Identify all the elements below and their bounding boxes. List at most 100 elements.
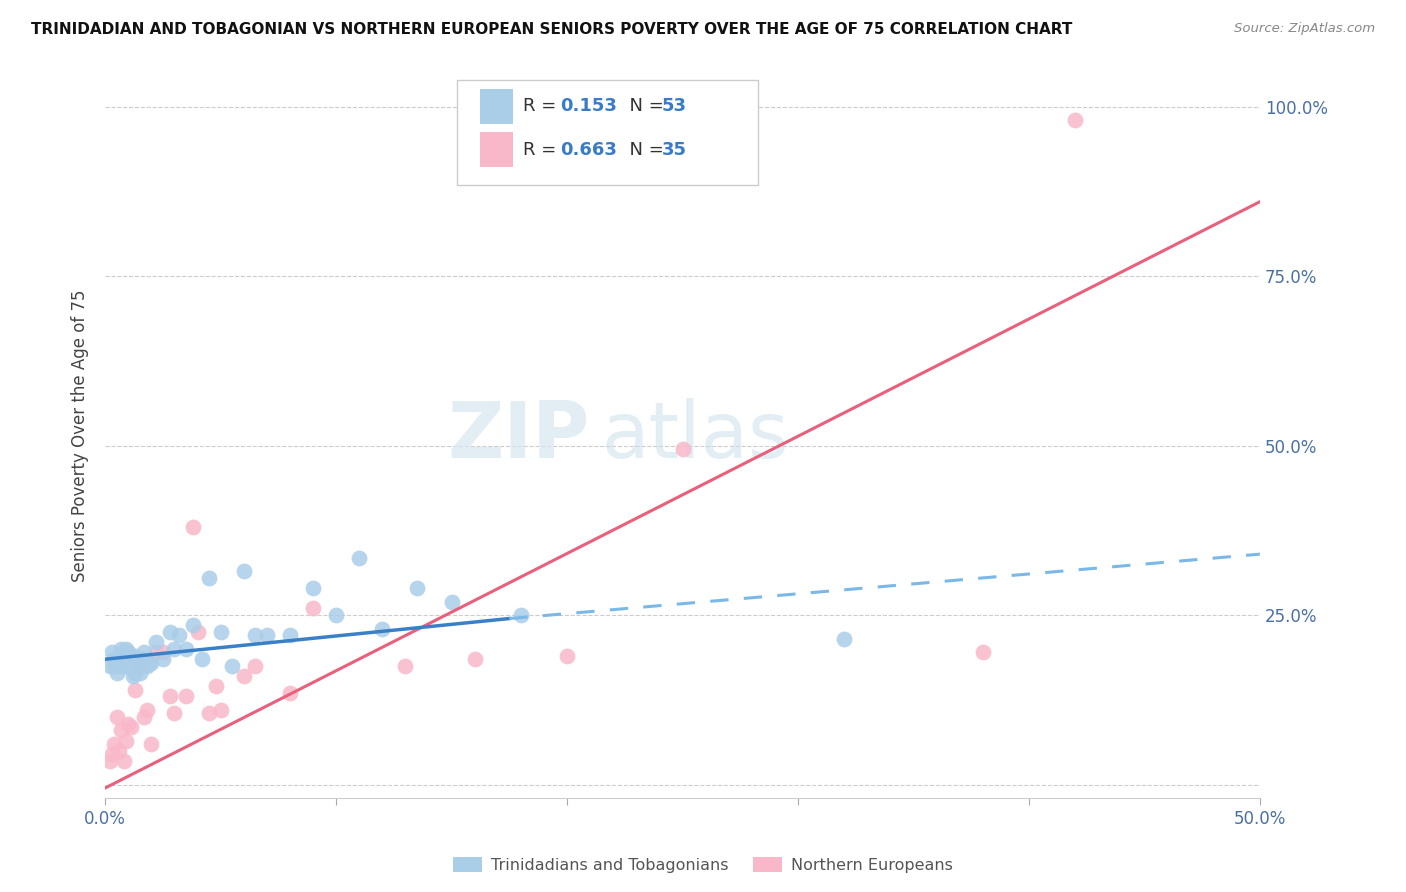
Point [221, 659, 243, 673]
Point [98, 754, 121, 768]
Point [134, 710, 156, 724]
Point [159, 625, 181, 640]
Point [187, 625, 209, 640]
Point [117, 659, 139, 673]
Point [122, 652, 145, 666]
Point [138, 656, 160, 670]
Point [112, 754, 135, 768]
Point [181, 618, 204, 632]
Point [972, 645, 994, 659]
Text: 0.153: 0.153 [560, 97, 617, 115]
Point [127, 659, 149, 673]
Text: N =: N = [617, 141, 669, 159]
Point [124, 665, 146, 680]
Point [198, 571, 221, 585]
Point [232, 669, 254, 683]
FancyBboxPatch shape [481, 89, 513, 124]
Point [105, 652, 128, 666]
Text: 0.663: 0.663 [560, 141, 617, 159]
Point [245, 628, 267, 642]
Point [103, 659, 125, 673]
Text: N =: N = [617, 97, 669, 115]
Point [145, 645, 167, 659]
Point [112, 659, 135, 673]
Text: Source: ZipAtlas.com: Source: ZipAtlas.com [1234, 22, 1375, 36]
Point [464, 652, 486, 666]
Point [105, 665, 128, 680]
Point [152, 645, 174, 659]
Point [152, 652, 174, 666]
Text: R =: R = [523, 97, 562, 115]
Point [209, 625, 232, 640]
Point [159, 690, 181, 704]
Point [103, 737, 125, 751]
Point [832, 632, 855, 646]
Legend: Trinidadians and Tobagonians, Northern Europeans: Trinidadians and Tobagonians, Northern E… [447, 851, 959, 880]
Point [145, 635, 167, 649]
Point [278, 686, 301, 700]
Point [128, 659, 150, 673]
Point [191, 652, 214, 666]
Point [394, 659, 416, 673]
Point [371, 622, 394, 636]
Point [167, 628, 190, 642]
Point [205, 679, 228, 693]
Point [256, 628, 278, 642]
Point [555, 648, 578, 663]
Point [440, 594, 463, 608]
Point [135, 703, 157, 717]
Point [278, 628, 301, 642]
Point [163, 706, 186, 721]
Point [108, 656, 131, 670]
Point [302, 601, 325, 615]
Point [131, 652, 153, 666]
Point [141, 737, 163, 751]
Text: R =: R = [523, 141, 562, 159]
Point [120, 652, 142, 666]
Text: TRINIDADIAN AND TOBAGONIAN VS NORTHERN EUROPEAN SENIORS POVERTY OVER THE AGE OF : TRINIDADIAN AND TOBAGONIAN VS NORTHERN E… [31, 22, 1073, 37]
Point [325, 608, 347, 623]
Point [181, 520, 204, 534]
Point [110, 642, 132, 657]
Point [174, 690, 197, 704]
Point [232, 564, 254, 578]
Point [124, 682, 146, 697]
Point [174, 642, 197, 657]
Point [105, 710, 128, 724]
Text: ZIP: ZIP [449, 398, 591, 474]
Point [108, 659, 131, 673]
Point [209, 703, 232, 717]
Point [101, 747, 124, 761]
Point [134, 645, 156, 659]
Point [117, 645, 139, 659]
Text: 35: 35 [662, 141, 686, 159]
Point [117, 716, 139, 731]
Text: atlas: atlas [602, 398, 789, 474]
Point [198, 706, 221, 721]
Point [122, 669, 145, 683]
Point [110, 723, 132, 738]
Point [108, 744, 131, 758]
Point [120, 720, 142, 734]
Point [1064, 113, 1087, 128]
Point [141, 656, 163, 670]
Point [128, 665, 150, 680]
Point [110, 652, 132, 666]
FancyBboxPatch shape [481, 132, 513, 168]
Point [112, 648, 135, 663]
Point [128, 652, 150, 666]
Point [509, 608, 531, 623]
Point [115, 733, 138, 747]
Point [302, 581, 325, 595]
Point [101, 645, 124, 659]
Point [349, 550, 371, 565]
Point [120, 659, 142, 673]
Point [115, 652, 138, 666]
Point [103, 652, 125, 666]
Point [124, 648, 146, 663]
Point [115, 642, 138, 657]
Point [135, 659, 157, 673]
Point [163, 642, 186, 657]
Point [671, 442, 693, 456]
Point [245, 659, 267, 673]
